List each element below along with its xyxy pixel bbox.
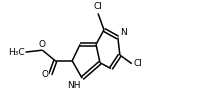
Text: NH: NH xyxy=(67,81,81,90)
Text: Cl: Cl xyxy=(94,2,102,11)
Text: O: O xyxy=(41,70,48,79)
Text: O: O xyxy=(41,70,48,79)
Text: Cl: Cl xyxy=(134,59,143,68)
Text: O: O xyxy=(41,70,48,79)
Text: Cl: Cl xyxy=(134,59,143,68)
Text: Cl: Cl xyxy=(94,2,102,11)
Text: NH: NH xyxy=(67,81,81,90)
Text: NH: NH xyxy=(67,81,81,90)
Text: H₃C: H₃C xyxy=(8,48,25,57)
Text: O: O xyxy=(39,40,46,49)
Text: O: O xyxy=(39,40,46,49)
Text: H₃C: H₃C xyxy=(8,48,25,57)
Text: O: O xyxy=(39,40,46,49)
Text: N: N xyxy=(120,28,127,37)
Text: N: N xyxy=(120,28,127,37)
Text: Cl: Cl xyxy=(94,2,102,11)
Text: N: N xyxy=(120,28,127,37)
Text: H₃C: H₃C xyxy=(8,48,25,57)
Text: Cl: Cl xyxy=(134,59,143,68)
